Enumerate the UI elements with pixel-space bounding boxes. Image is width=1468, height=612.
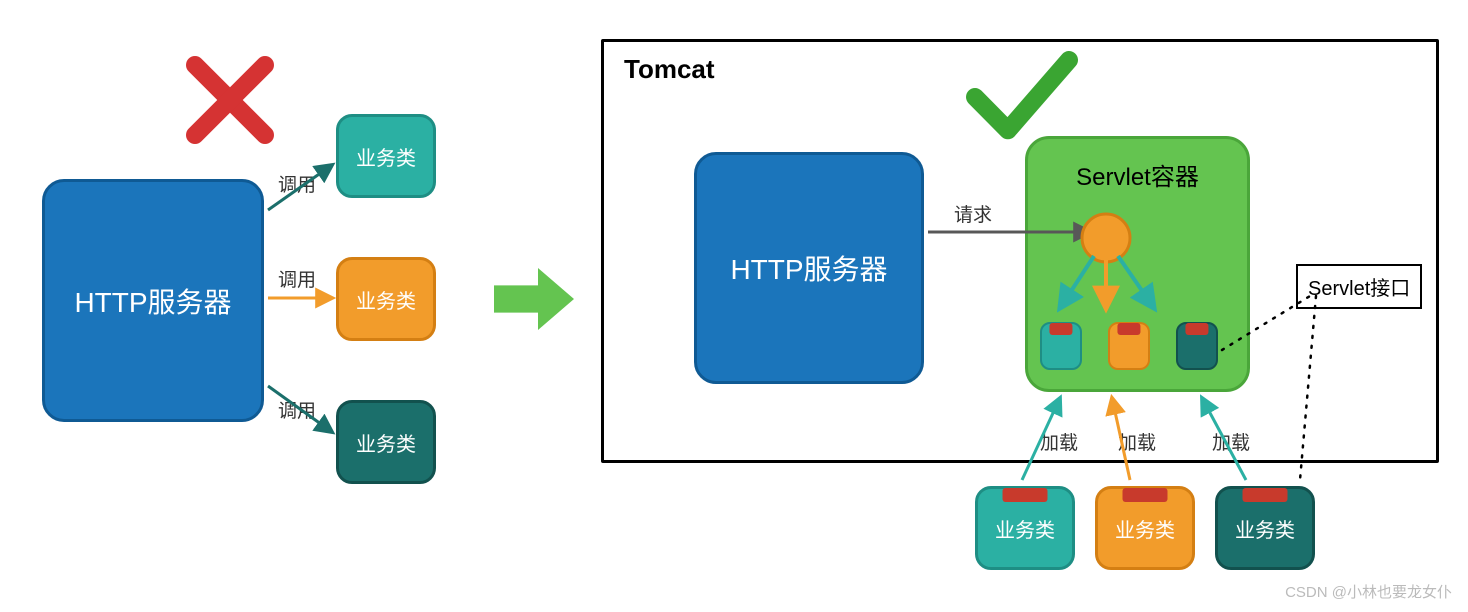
load-label-3: 加载 bbox=[1212, 428, 1250, 455]
left-biz-box-3: 业务类 bbox=[336, 400, 436, 484]
outer-biz-3-label: 业务类 bbox=[1235, 514, 1295, 543]
cross-icon bbox=[195, 65, 265, 135]
watermark: CSDN @小林也要龙女仆 bbox=[1285, 581, 1452, 602]
outer-biz-1-label: 业务类 bbox=[995, 514, 1055, 543]
tomcat-title: Tomcat bbox=[624, 54, 715, 85]
inner-servlet-2 bbox=[1108, 322, 1150, 370]
request-label: 请求 bbox=[954, 200, 992, 227]
servlet-interface-box: Servlet接口 bbox=[1296, 264, 1422, 309]
outer-biz-3: 业务类 bbox=[1215, 486, 1315, 570]
outer-biz-1: 业务类 bbox=[975, 486, 1075, 570]
servlet-container-label: Servlet容器 bbox=[1028, 157, 1247, 192]
outer-biz-2-label: 业务类 bbox=[1115, 514, 1175, 543]
inner-servlet-3 bbox=[1176, 322, 1218, 370]
left-call-arrows bbox=[268, 165, 332, 432]
left-edge-label-3: 调用 bbox=[278, 396, 316, 423]
servlet-interface-label: Servlet接口 bbox=[1308, 278, 1410, 300]
outer-biz-2: 业务类 bbox=[1095, 486, 1195, 570]
left-http-server: HTTP服务器 bbox=[42, 179, 264, 422]
right-http-server: HTTP服务器 bbox=[694, 152, 924, 384]
left-biz-box-1: 业务类 bbox=[336, 114, 436, 198]
transition-arrow-icon bbox=[494, 268, 574, 330]
inner-servlet-1 bbox=[1040, 322, 1082, 370]
left-edge-label-1: 调用 bbox=[278, 170, 316, 197]
left-edge-label-2: 调用 bbox=[278, 265, 316, 292]
left-biz-box-2: 业务类 bbox=[336, 257, 436, 341]
load-label-1: 加载 bbox=[1040, 428, 1078, 455]
load-label-2: 加载 bbox=[1118, 428, 1156, 455]
